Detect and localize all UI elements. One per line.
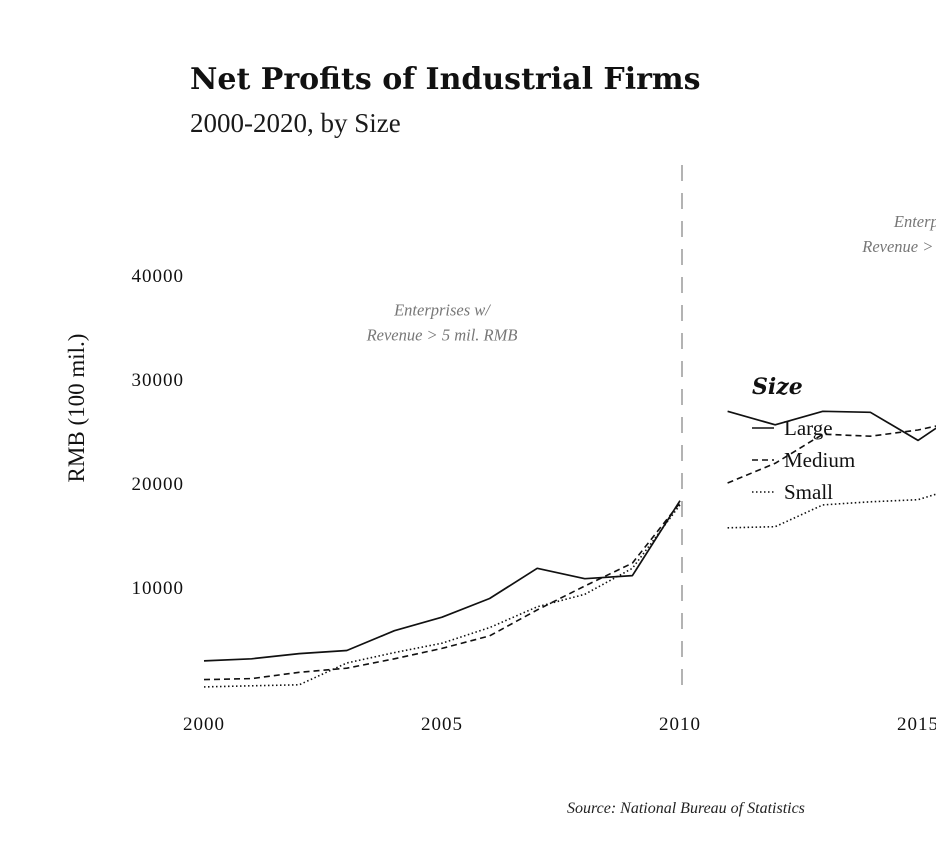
legend-swatch-small bbox=[752, 491, 774, 493]
x-tick-label-2015: 2015 bbox=[897, 714, 936, 735]
x-tick-label-2000: 2000 bbox=[183, 714, 225, 735]
x-tick-label-2010: 2010 bbox=[659, 714, 701, 735]
legend-item-large: Large bbox=[752, 412, 922, 444]
annotation-1-line-1: Enterprises w/ bbox=[393, 301, 491, 320]
legend-label-large: Large bbox=[784, 415, 833, 440]
legend-swatch-medium bbox=[752, 459, 774, 461]
chart-title: Net Profits of Industrial Firms bbox=[190, 62, 701, 97]
y-tick-label-30000: 30000 bbox=[132, 370, 185, 391]
y-tick-label-20000: 20000 bbox=[132, 474, 185, 495]
legend-swatch-large bbox=[752, 427, 774, 429]
legend-label-medium: Medium bbox=[784, 447, 856, 472]
annotation-1-line-2: Revenue > 5 mil. RMB bbox=[366, 326, 518, 345]
source-note: Source: National Bureau of Statistics bbox=[567, 800, 805, 817]
legend-label-small: Small bbox=[784, 479, 834, 504]
series-large-segment-1 bbox=[203, 500, 681, 662]
x-tick-label-2005: 2005 bbox=[421, 714, 463, 735]
y-tick-label-40000: 40000 bbox=[132, 266, 185, 287]
legend-title: Size bbox=[752, 374, 803, 400]
series-medium-segment-1 bbox=[203, 502, 681, 681]
annotation-2-line-1: Enterprises w/ bbox=[893, 212, 936, 231]
y-tick-label-10000: 10000 bbox=[132, 578, 185, 599]
chart-subtitle: 2000-2020, by Size bbox=[190, 108, 401, 138]
legend: Size Large Medium Small bbox=[752, 374, 922, 508]
legend-item-small: Small bbox=[752, 476, 922, 508]
legend-item-medium: Medium bbox=[752, 444, 922, 476]
y-axis-label: RMB (100 mil.) bbox=[64, 334, 89, 483]
series-large-segment-2 bbox=[727, 410, 936, 442]
series-small-segment-1 bbox=[203, 504, 681, 688]
annotation-2-line-2: Revenue > 20 mil. RMB bbox=[861, 237, 936, 256]
